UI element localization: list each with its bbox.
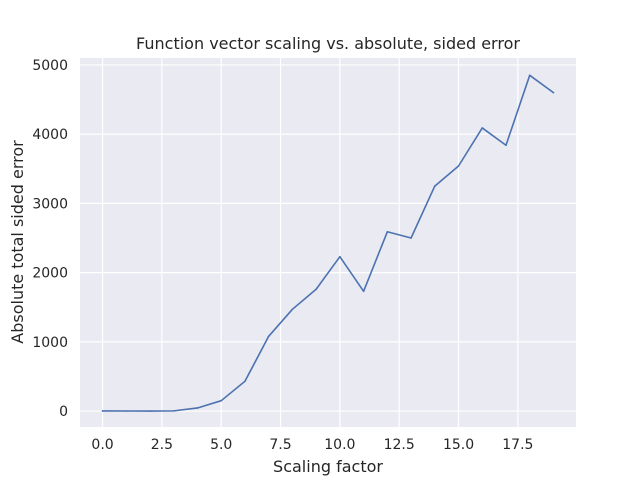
data-point <box>101 410 104 412</box>
data-point <box>291 308 294 311</box>
x-tick-label: 10.0 <box>324 437 355 453</box>
data-point <box>481 127 484 129</box>
data-point <box>172 410 175 412</box>
plot-area <box>80 58 576 427</box>
x-tick-label: 2.5 <box>151 437 173 453</box>
x-tick-label: 12.5 <box>384 437 415 453</box>
y-gridlines <box>80 64 576 412</box>
data-point <box>267 335 270 338</box>
data-point <box>528 74 531 77</box>
y-axis-title: Absolute total sided error <box>8 140 27 344</box>
data-point <box>220 399 223 402</box>
y-tick-label: 2000 <box>32 266 68 282</box>
x-tick-labels: 0.0 2.5 5.0 7.5 10.0 12.5 15.0 17.5 <box>91 437 533 453</box>
data-point <box>386 230 389 233</box>
chart-title: Function vector scaling vs. absolute, si… <box>136 34 520 53</box>
x-tick-label: 15.0 <box>443 437 474 453</box>
data-point <box>149 410 151 412</box>
data-point <box>505 144 507 147</box>
y-tick-label: 0 <box>59 404 68 420</box>
data-point <box>362 290 365 293</box>
data-point <box>315 288 317 291</box>
x-axis-title: Scaling factor <box>273 457 383 476</box>
x-tick-label: 17.5 <box>502 437 533 453</box>
data-point <box>410 237 412 239</box>
data-point <box>196 407 199 409</box>
data-point <box>125 410 128 412</box>
y-tick-labels: 0 1000 2000 3000 4000 5000 <box>32 58 68 420</box>
x-tick-label: 0.0 <box>91 437 113 453</box>
data-point <box>433 185 436 187</box>
x-gridlines <box>101 58 519 427</box>
y-tick-label: 4000 <box>32 127 68 143</box>
series-line <box>101 74 555 412</box>
y-tick-label: 5000 <box>32 58 68 74</box>
x-tick-label: 7.5 <box>269 437 291 453</box>
x-tick-label: 5.0 <box>210 437 232 453</box>
data-point <box>339 255 341 258</box>
series-layer <box>101 74 555 412</box>
data-point <box>457 165 460 167</box>
y-tick-label: 1000 <box>32 335 68 351</box>
data-point <box>244 380 246 383</box>
data-point <box>552 91 555 94</box>
y-tick-label: 3000 <box>32 196 68 212</box>
